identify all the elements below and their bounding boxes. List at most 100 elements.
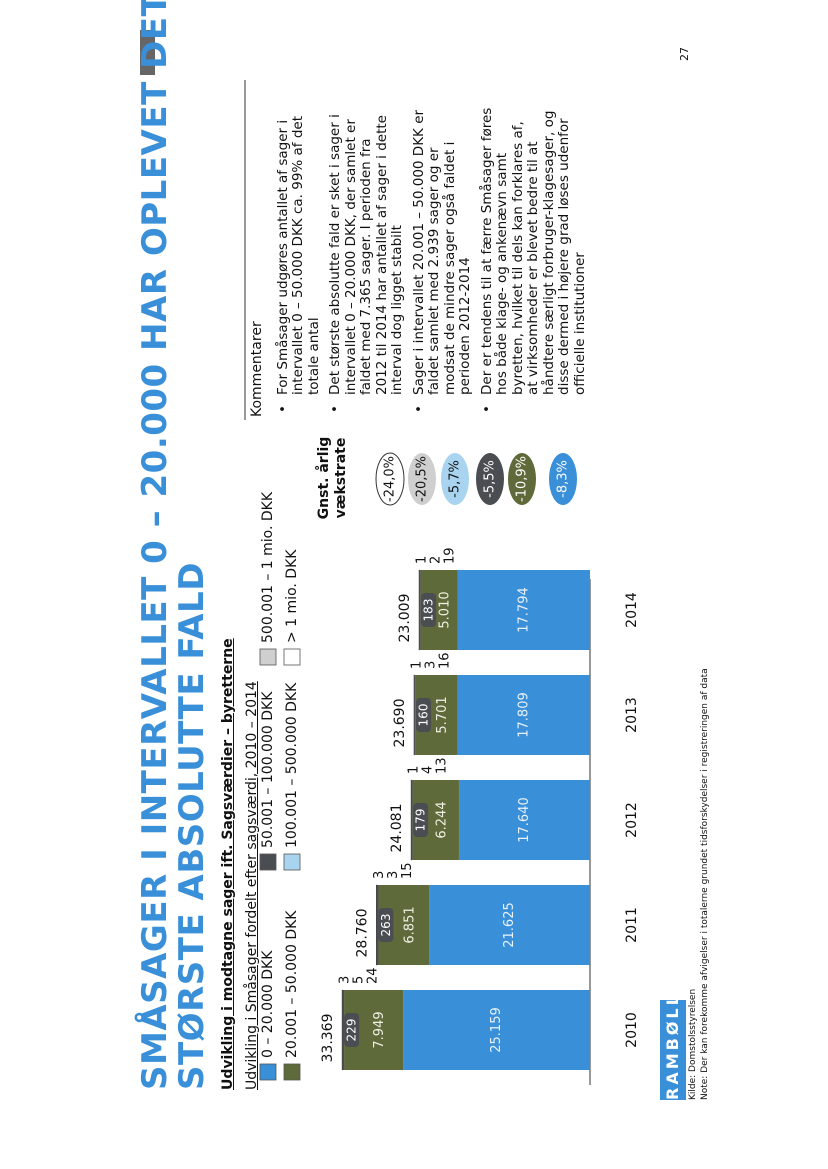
total-label: 23.009 [397,594,413,643]
growth-header: Gnst. årlig vækstrate [316,436,349,520]
legend-swatch [259,1063,277,1081]
legend-swatch [259,648,277,666]
growth-label: -5,7% [448,460,463,498]
value-label: 13 [435,757,450,774]
label-badge [413,803,429,837]
comment-item: For Småsager udgøres antallet af sager i… [275,107,323,417]
x-tick-label: 2011 [624,907,640,943]
value-label: 160 [417,704,431,727]
bar-segment [342,990,345,1070]
value-label: 1 [407,766,422,774]
legend-label: 50.001 – 100.000 DKK [260,691,276,848]
value-label: 5 [352,976,367,984]
label-badge [378,908,394,942]
growth-label: -8,3% [556,460,571,498]
value-label: 3 [338,976,353,984]
bar-segment [403,990,591,1070]
comments: Kommentarer For Småsager udgøres antalle… [249,107,594,417]
bar-segment [415,675,458,755]
legend-swatch [283,853,301,871]
value-label: 2 [429,556,444,564]
value-label: 229 [345,1019,359,1042]
chart-title: Udvikling i modtagne sager ift. Sagsværd… [220,638,236,1090]
growth-badge [408,453,436,505]
value-label: 1 [410,661,425,669]
page-number: 27 [678,47,691,61]
value-label: 17.809 [516,692,531,738]
value-label: 24 [366,967,381,984]
chart-subtitle: Udvikling i Småsager fordelt efter sagsv… [244,681,260,1090]
value-label: 25.159 [489,1007,504,1053]
legend-label: 0 – 20.000 DKK [260,950,276,1058]
growth-badge [375,452,405,506]
bar-segment [411,780,413,860]
bar-segment [420,570,458,650]
legend-label: 20.001 – 50.000 DKK [284,910,300,1058]
source: Kilde: Domstolsstyrelsen [688,988,698,1100]
total-label: 33.369 [320,1014,336,1063]
x-tick-label: 2014 [624,592,640,628]
value-label: 263 [379,914,393,937]
bar-segment [376,885,379,965]
x-tick-label: 2010 [624,1012,640,1048]
value-label: 17.640 [517,797,532,843]
value-label: 19 [443,547,458,564]
label-badge [344,1013,360,1047]
logo: RAMBØLL [660,992,686,1100]
legend-label: > 1 mio. DKK [284,549,300,643]
bar-segment [378,885,430,965]
total-label: 24.081 [389,804,405,853]
value-label: 3 [424,661,439,669]
bar-segment [457,570,591,650]
decoration [140,30,155,75]
total-label: 23.690 [392,699,408,748]
bar-segment [429,885,590,965]
title-line: STØRSTE ABSOLUTTE FALD [172,562,212,1090]
value-label: 15 [400,862,415,879]
comment-item: Der er tendens til at færre Småsager før… [479,107,589,417]
legend-label: 500.001 – 1 mio. DKK [260,491,276,643]
legend-swatch [283,648,301,666]
legend-swatch [283,1063,301,1081]
growth-badge [441,453,469,505]
growth-label: -5,5% [483,460,498,498]
value-label: 21.625 [502,902,517,948]
total-label: 28.760 [354,909,370,958]
label-badge [421,593,437,627]
value-label: 6.244 [434,801,449,838]
value-label: 17.794 [516,587,531,633]
label-badge [416,698,432,732]
bar-segment [457,675,590,755]
bar-segment [458,780,590,860]
bar-segment [412,780,459,860]
x-tick-label: 2013 [624,697,640,733]
value-label: 179 [414,809,428,832]
value-label: 7.949 [372,1011,387,1048]
title-line: SMÅSAGER I INTERVALLET 0 – 20.000 HAR OP… [135,0,175,1090]
value-label: 3 [372,871,387,879]
value-label: 16 [438,652,453,669]
comments-header: Kommentarer [249,321,265,417]
value-label: 3 [386,871,401,879]
growth-label: -20,5% [415,456,430,502]
comment-item: Det største absolutte fald er sket i sag… [327,107,406,417]
value-label: 4 [421,766,436,774]
bar-segment [414,675,416,755]
note: Note: Der kan forekomme afvigelser i tot… [700,668,710,1100]
bar-segment [344,990,404,1070]
legend-label: 100.001 – 500.000 DKK [284,682,300,848]
x-tick-label: 2012 [624,802,640,838]
value-label: 5.010 [438,591,453,628]
legend-swatch [259,853,277,871]
bar-segment [419,570,421,650]
growth-badge [549,453,577,505]
value-label: 1 [415,556,430,564]
growth-label: -24,0% [383,456,398,502]
value-label: 6.851 [402,906,417,943]
value-label: 183 [422,599,436,622]
growth-badge [508,453,536,505]
growth-badge [476,453,504,505]
